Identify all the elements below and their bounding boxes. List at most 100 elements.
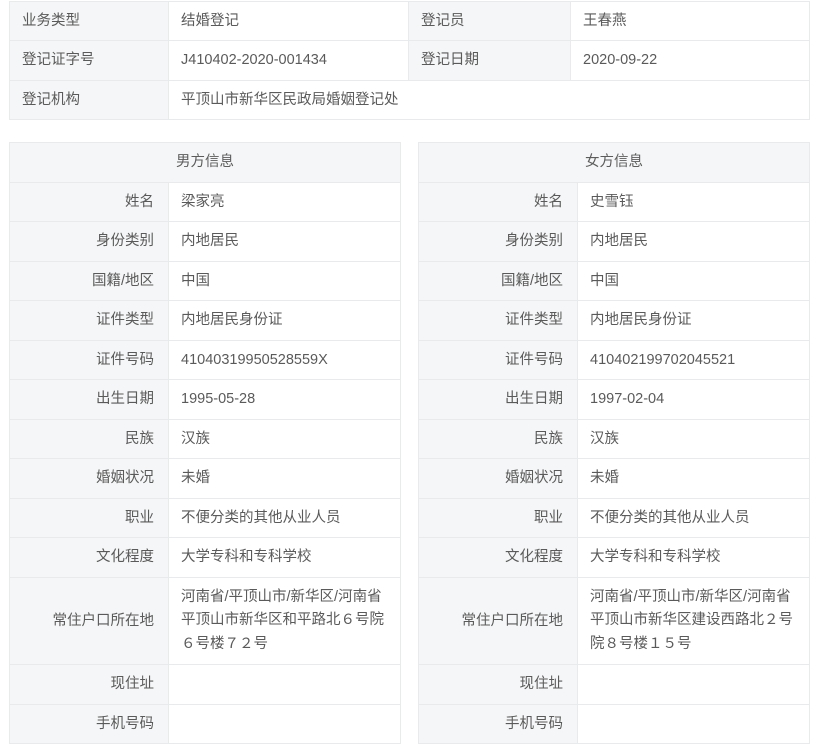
summary-label-registrar: 登记员: [408, 1, 571, 42]
female-value-id-type: 内地居民身份证: [577, 300, 810, 341]
male-value-nationality: 中国: [168, 261, 401, 302]
male-value-id-type: 内地居民身份证: [168, 300, 401, 341]
summary-label-certificate-number: 登记证字号: [9, 40, 169, 81]
male-label-birth-date: 出生日期: [9, 379, 169, 420]
male-value-marital-status: 未婚: [168, 458, 401, 499]
parties-section: 男方信息 姓名 梁家亮 身份类别 内地居民 国籍/地区 中国: [9, 142, 810, 745]
female-value-name: 史雪钰: [577, 182, 810, 223]
male-label-current-address: 现住址: [9, 664, 169, 705]
female-label-id-number: 证件号码: [418, 340, 578, 381]
male-label-household-address: 常住户口所在地: [9, 577, 169, 666]
summary-label-business-type: 业务类型: [9, 1, 169, 42]
female-label-id-type: 证件类型: [418, 300, 578, 341]
female-value-mobile-number: [577, 704, 810, 745]
male-label-identity-category: 身份类别: [9, 221, 169, 262]
table-row: 国籍/地区 中国: [9, 261, 401, 302]
table-row: 证件号码 41040319950528559X: [9, 340, 401, 381]
male-info-table: 男方信息 姓名 梁家亮 身份类别 内地居民 国籍/地区 中国: [9, 142, 401, 745]
male-value-household-address: 河南省/平顶山市/新华区/河南省平顶山市新华区和平路北６号院６号楼７２号: [168, 577, 401, 666]
summary-value-business-type: 结婚登记: [168, 1, 409, 42]
table-row: 出生日期 1995-05-28: [9, 379, 401, 420]
table-row-header: 女方信息: [418, 142, 810, 183]
male-label-id-type: 证件类型: [9, 300, 169, 341]
female-value-id-number: 410402199702045521: [577, 340, 810, 381]
table-row: 出生日期 1997-02-04: [418, 379, 810, 420]
male-label-mobile-number: 手机号码: [9, 704, 169, 745]
male-label-occupation: 职业: [9, 498, 169, 539]
table-row: 证件号码 410402199702045521: [418, 340, 810, 381]
female-label-marital-status: 婚姻状况: [418, 458, 578, 499]
male-label-marital-status: 婚姻状况: [9, 458, 169, 499]
female-label-mobile-number: 手机号码: [418, 704, 578, 745]
male-label-ethnicity: 民族: [9, 419, 169, 460]
male-value-mobile-number: [168, 704, 401, 745]
female-label-name: 姓名: [418, 182, 578, 223]
registration-summary-section: 业务类型 结婚登记 登记员 王春燕 登记证字号 J410402-2020-001…: [9, 1, 810, 121]
table-row: 现住址: [418, 664, 810, 705]
summary-value-registration-office: 平顶山市新华区民政局婚姻登记处: [168, 80, 810, 121]
table-row: 国籍/地区 中国: [418, 261, 810, 302]
table-row: 婚姻状况 未婚: [418, 458, 810, 499]
summary-value-certificate-number: J410402-2020-001434: [168, 40, 409, 81]
female-party-panel: 女方信息 姓名 史雪钰 身份类别 内地居民 国籍/地区 中国: [418, 142, 810, 745]
table-row: 登记证字号 J410402-2020-001434 登记日期 2020-09-2…: [9, 40, 810, 81]
table-row: 职业 不便分类的其他从业人员: [9, 498, 401, 539]
male-value-current-address: [168, 664, 401, 705]
female-label-occupation: 职业: [418, 498, 578, 539]
male-value-education: 大学专科和专科学校: [168, 537, 401, 578]
male-value-birth-date: 1995-05-28: [168, 379, 401, 420]
female-label-identity-category: 身份类别: [418, 221, 578, 262]
table-row: 婚姻状况 未婚: [9, 458, 401, 499]
table-row: 身份类别 内地居民: [9, 221, 401, 262]
summary-value-registration-date: 2020-09-22: [570, 40, 810, 81]
summary-value-registrar: 王春燕: [570, 1, 810, 42]
table-row: 民族 汉族: [418, 419, 810, 460]
female-label-household-address: 常住户口所在地: [418, 577, 578, 666]
registration-summary-table: 业务类型 结婚登记 登记员 王春燕 登记证字号 J410402-2020-001…: [9, 1, 810, 121]
female-label-education: 文化程度: [418, 537, 578, 578]
female-value-birth-date: 1997-02-04: [577, 379, 810, 420]
female-value-current-address: [577, 664, 810, 705]
male-party-panel: 男方信息 姓名 梁家亮 身份类别 内地居民 国籍/地区 中国: [9, 142, 401, 745]
table-row: 姓名 史雪钰: [418, 182, 810, 223]
male-label-id-number: 证件号码: [9, 340, 169, 381]
male-value-occupation: 不便分类的其他从业人员: [168, 498, 401, 539]
female-value-education: 大学专科和专科学校: [577, 537, 810, 578]
male-value-identity-category: 内地居民: [168, 221, 401, 262]
table-row: 证件类型 内地居民身份证: [418, 300, 810, 341]
male-label-name: 姓名: [9, 182, 169, 223]
table-row: 姓名 梁家亮: [9, 182, 401, 223]
female-label-ethnicity: 民族: [418, 419, 578, 460]
table-row: 手机号码: [418, 704, 810, 745]
female-label-birth-date: 出生日期: [418, 379, 578, 420]
table-row-header: 男方信息: [9, 142, 401, 183]
table-row: 常住户口所在地 河南省/平顶山市/新华区/河南省平顶山市新华区建设西路北２号院８…: [418, 577, 810, 666]
female-value-occupation: 不便分类的其他从业人员: [577, 498, 810, 539]
female-value-household-address: 河南省/平顶山市/新华区/河南省平顶山市新华区建设西路北２号院８号楼１５号: [577, 577, 810, 666]
male-value-id-number: 41040319950528559X: [168, 340, 401, 381]
male-value-name: 梁家亮: [168, 182, 401, 223]
table-row: 业务类型 结婚登记 登记员 王春燕: [9, 1, 810, 42]
table-row: 登记机构 平顶山市新华区民政局婚姻登记处: [9, 80, 810, 121]
table-row: 证件类型 内地居民身份证: [9, 300, 401, 341]
summary-label-registration-date: 登记日期: [408, 40, 571, 81]
table-row: 文化程度 大学专科和专科学校: [418, 537, 810, 578]
table-row: 民族 汉族: [9, 419, 401, 460]
table-row: 文化程度 大学专科和专科学校: [9, 537, 401, 578]
table-row: 手机号码: [9, 704, 401, 745]
female-section-title: 女方信息: [418, 142, 810, 183]
female-value-nationality: 中国: [577, 261, 810, 302]
male-section-title: 男方信息: [9, 142, 401, 183]
female-label-current-address: 现住址: [418, 664, 578, 705]
male-value-ethnicity: 汉族: [168, 419, 401, 460]
table-row: 身份类别 内地居民: [418, 221, 810, 262]
female-value-identity-category: 内地居民: [577, 221, 810, 262]
female-label-nationality: 国籍/地区: [418, 261, 578, 302]
summary-label-registration-office: 登记机构: [9, 80, 169, 121]
female-value-ethnicity: 汉族: [577, 419, 810, 460]
male-label-nationality: 国籍/地区: [9, 261, 169, 302]
table-row: 职业 不便分类的其他从业人员: [418, 498, 810, 539]
female-info-table: 女方信息 姓名 史雪钰 身份类别 内地居民 国籍/地区 中国: [418, 142, 810, 745]
table-row: 现住址: [9, 664, 401, 705]
